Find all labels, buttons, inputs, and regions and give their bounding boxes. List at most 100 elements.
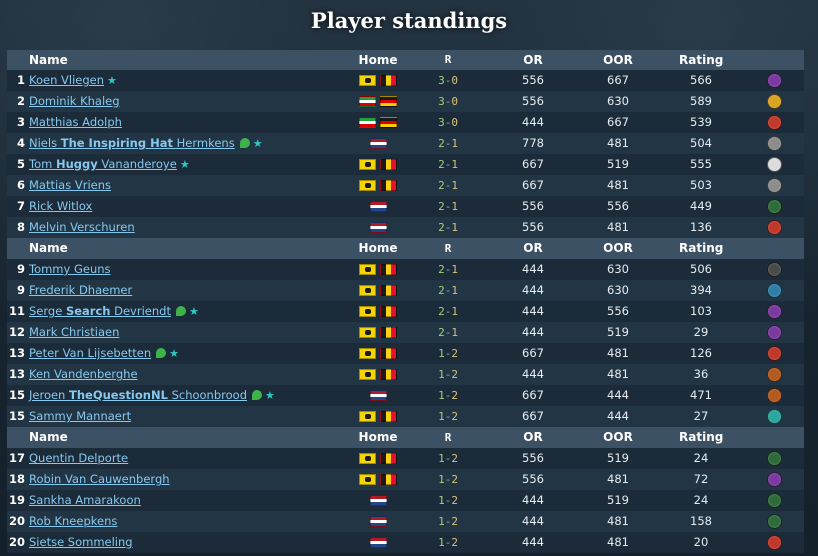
table-row: 1 Koen Vliegen ★ 3-0 556 667 566 <box>7 70 804 91</box>
player-name-link[interactable]: Jeroen TheQuestionNL Schoonbrood <box>29 388 247 402</box>
player-name-cell: Sietse Sommeling <box>29 532 133 553</box>
faction-icon <box>766 451 782 466</box>
record: 1-2 <box>438 347 458 360</box>
player-nickname: Huggy <box>55 157 98 171</box>
flag-fl-icon <box>359 285 376 296</box>
player-name-cell: Tommy Geuns <box>29 259 111 280</box>
table-row: 19 Sankha Amarakoon 1-2 444 519 24 <box>7 490 804 511</box>
player-name-cell: Mark Christiaen <box>29 322 119 343</box>
rating-value: 36 <box>693 367 709 381</box>
rating-value: 555 <box>690 157 712 171</box>
faction-cell <box>761 406 787 427</box>
oor-value: 481 <box>607 514 629 528</box>
home-flags <box>347 532 409 553</box>
player-name-cell: Matthias Adolph <box>29 112 122 133</box>
player-name-link[interactable]: Melvin Verschuren <box>29 220 135 234</box>
home-flags <box>347 70 409 91</box>
flag-be-icon <box>380 453 397 464</box>
rating-value: 471 <box>690 388 712 402</box>
rating-value: 136 <box>690 220 712 234</box>
record: 1-2 <box>438 389 458 402</box>
player-name-link[interactable]: Sammy Mannaert <box>29 409 132 423</box>
home-flags <box>347 364 409 385</box>
player-name-link[interactable]: Sankha Amarakoon <box>29 493 141 507</box>
player-name-cell: Frederik Dhaemer <box>29 280 132 301</box>
rating-value: 506 <box>690 262 712 276</box>
column-header-name: Name <box>29 53 68 67</box>
column-header-rating: Rating <box>679 430 724 444</box>
player-name-link[interactable]: Peter Van Lijsebetten <box>29 346 152 360</box>
player-name-link[interactable]: Rick Witlox <box>29 199 93 213</box>
flag-be-icon <box>380 285 397 296</box>
faction-cell <box>761 301 787 322</box>
faction-icon <box>766 514 782 529</box>
column-header-r: R <box>444 431 452 444</box>
home-flags <box>347 154 409 175</box>
column-header-rating: Rating <box>679 53 724 67</box>
oor-value: 481 <box>607 220 629 234</box>
player-name-link[interactable]: Mattias Vriens <box>29 178 112 192</box>
player-name-link[interactable]: Dominik Khaleg <box>29 94 120 108</box>
player-name-cell: Mattias Vriens <box>29 175 111 196</box>
player-name-link[interactable]: Tom Huggy Vananderoye <box>29 157 177 171</box>
faction-cell <box>761 490 787 511</box>
rating-value: 126 <box>690 346 712 360</box>
home-flags <box>347 343 409 364</box>
player-name-link[interactable]: Mark Christiaen <box>29 325 120 339</box>
faction-cell <box>761 133 787 154</box>
player-name-link[interactable]: Rob Kneepkens <box>29 514 118 528</box>
player-name-link[interactable]: Sietse Sommeling <box>29 535 133 549</box>
record: 2-1 <box>438 137 458 150</box>
home-flags <box>347 133 409 154</box>
player-name-link[interactable]: Koen Vliegen <box>29 73 105 87</box>
faction-icon <box>766 73 782 88</box>
player-name-cell: Sammy Mannaert <box>29 406 131 427</box>
player-name-link[interactable]: Quentin Delporte <box>29 451 129 465</box>
faction-cell <box>761 70 787 91</box>
or-value: 444 <box>522 325 544 339</box>
oor-value: 667 <box>607 73 629 87</box>
faction-icon <box>766 94 782 109</box>
home-flags <box>347 280 409 301</box>
or-value: 556 <box>522 472 544 486</box>
oor-value: 481 <box>607 136 629 150</box>
flag-be-icon <box>380 180 397 191</box>
rating-value: 504 <box>690 136 712 150</box>
player-name-link[interactable]: Serge Search Devriendt <box>29 304 171 318</box>
faction-cell <box>761 280 787 301</box>
or-value: 444 <box>522 283 544 297</box>
faction-icon <box>766 325 782 340</box>
faction-cell <box>761 154 787 175</box>
table-header-row: Name Home R OR OOR Rating <box>7 50 804 70</box>
rank: 1 <box>16 73 25 87</box>
player-name-cell: Sankha Amarakoon <box>29 490 141 511</box>
flag-de-icon <box>380 117 397 128</box>
home-flags <box>347 448 409 469</box>
rank: 20 <box>8 514 25 528</box>
player-name-link[interactable]: Niels The Inspiring Hat Hermkens <box>29 136 235 150</box>
table-row: 13 Ken Vandenberghe 1-2 444 481 36 <box>7 364 804 385</box>
player-name-link[interactable]: Matthias Adolph <box>29 115 122 129</box>
flag-be-icon <box>380 411 397 422</box>
home-flags <box>347 217 409 238</box>
record: 1-2 <box>438 536 458 549</box>
or-value: 667 <box>522 388 544 402</box>
player-name-cell: Niels The Inspiring Hat Hermkens ★ <box>29 133 263 154</box>
record: 1-2 <box>438 452 458 465</box>
rating-value: 394 <box>690 283 712 297</box>
faction-cell <box>761 175 787 196</box>
leaf-badge-icon <box>252 390 262 400</box>
rating-value: 589 <box>690 94 712 108</box>
player-name-link[interactable]: Tommy Geuns <box>29 262 111 276</box>
rank: 15 <box>8 388 25 402</box>
player-name-link[interactable]: Robin Van Cauwenbergh <box>29 472 170 486</box>
home-flags <box>347 112 409 133</box>
player-name-link[interactable]: Frederik Dhaemer <box>29 283 133 297</box>
home-flags <box>347 301 409 322</box>
column-header-oor: OOR <box>603 53 633 67</box>
player-name-link[interactable]: Ken Vandenberghe <box>29 367 138 381</box>
player-nickname: The Inspiring Hat <box>60 136 173 150</box>
standings-table: Name Home R OR OOR Rating 1 Koen Vliegen ★ 3-0 556… <box>7 50 804 553</box>
record: 1-2 <box>438 368 458 381</box>
flag-fl-icon <box>359 75 376 86</box>
